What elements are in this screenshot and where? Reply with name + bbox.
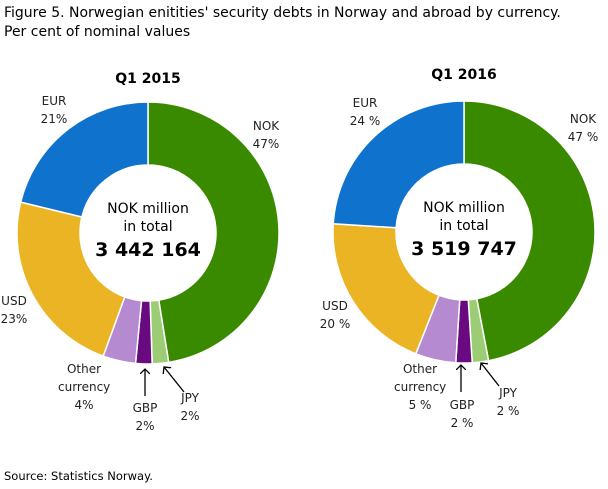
slice-label: JPY 2% [164, 389, 216, 425]
slice [332, 100, 465, 229]
chart-title: Q1 2015 [115, 71, 180, 87]
slice [16, 201, 126, 358]
slice-label: JPY 2 % [482, 384, 534, 420]
slice [463, 100, 596, 362]
source: Source: Statistics Norway. [4, 469, 153, 483]
slice-label: GBP 2% [119, 399, 171, 435]
slice-label: USD 23% [0, 292, 40, 328]
value-label: 24 % [349, 114, 381, 128]
slice-label: USD 20 % [309, 297, 361, 333]
value-label: 2% [180, 409, 200, 423]
center-text: in total [439, 218, 488, 234]
arrow [481, 363, 500, 387]
slice-label: NOK 47 % [557, 110, 608, 146]
value-label: 2% [135, 419, 155, 433]
center-text: in total [123, 219, 172, 235]
arrow [164, 367, 185, 393]
slice [19, 101, 149, 218]
total: 3 442 164 [95, 239, 201, 261]
value-label: 20 % [319, 317, 351, 331]
value-label: 2 % [496, 404, 520, 418]
slice-label: Other currency 5 % [394, 362, 447, 412]
chart-title: Q1 2016 [431, 67, 496, 83]
slice [332, 222, 440, 355]
total: 3 519 747 [411, 238, 517, 260]
center-text: NOK million [423, 200, 505, 216]
slice-label: EUR 21% [28, 92, 80, 128]
value-label: 47 % [567, 130, 599, 144]
value-label: 47% [252, 137, 280, 151]
value-label: 21% [40, 112, 68, 126]
center-text: NOK million [107, 201, 189, 217]
slice-label: EUR 24 % [339, 94, 391, 130]
value-label: 4% [74, 398, 94, 412]
slice-label: NOK 47% [240, 117, 292, 153]
figure-title: Figure 5. Norwegian enitities' security … [4, 5, 561, 21]
value-label: 23% [0, 312, 28, 326]
value-label: 5 % [408, 398, 432, 412]
value-label: 2 % [450, 416, 474, 430]
slice-label: GBP 2 % [436, 396, 488, 432]
slice [147, 101, 280, 364]
figure-subtitle: Per cent of nominal values [4, 24, 191, 40]
slice-label: Other currency 4% [58, 362, 111, 412]
